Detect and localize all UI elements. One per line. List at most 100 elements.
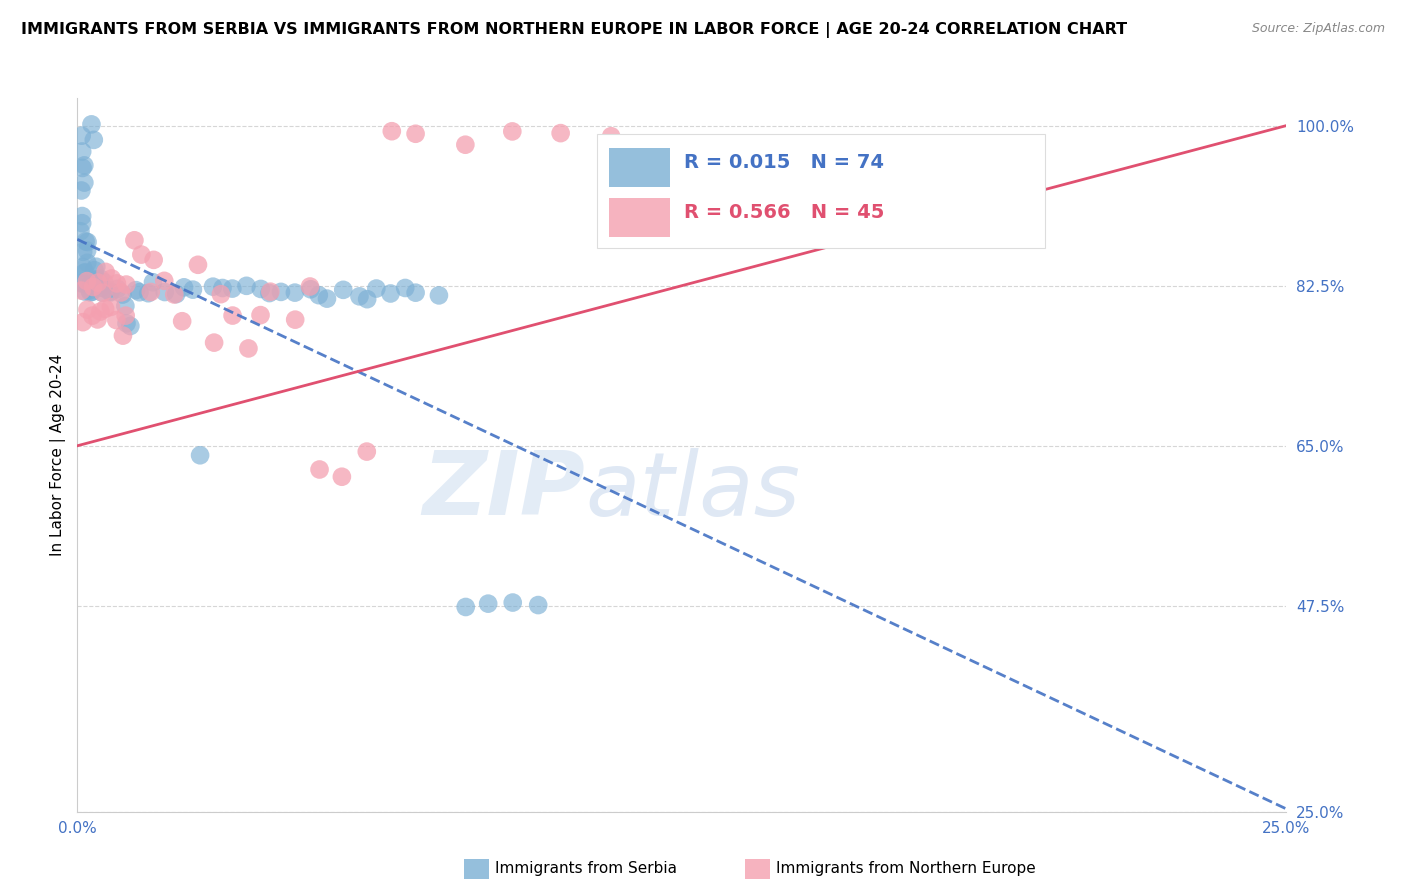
- Point: [76, 244, 98, 258]
- Point: [96, 283, 118, 297]
- Point: [332, 283, 354, 297]
- Point: [153, 285, 176, 299]
- Point: [73, 277, 96, 291]
- Point: [454, 599, 477, 614]
- Point: [105, 313, 128, 327]
- Point: [73, 158, 96, 172]
- Point: [69, 224, 91, 238]
- Point: [91, 285, 114, 300]
- Point: [124, 233, 146, 247]
- Point: [165, 287, 187, 301]
- Point: [79, 285, 101, 300]
- Point: [366, 281, 388, 295]
- Point: [72, 260, 94, 274]
- Point: [105, 277, 128, 291]
- Point: [70, 216, 93, 230]
- Point: [136, 286, 159, 301]
- Point: [427, 288, 450, 302]
- Point: [405, 285, 427, 300]
- Point: [73, 176, 96, 190]
- Point: [163, 287, 186, 301]
- Point: [70, 277, 93, 291]
- Point: [187, 258, 209, 272]
- Point: [87, 276, 110, 290]
- Point: [356, 292, 378, 306]
- Point: [80, 277, 103, 292]
- Point: [79, 284, 101, 298]
- Point: [76, 256, 98, 270]
- Bar: [609, 198, 669, 237]
- Bar: [609, 148, 669, 187]
- Point: [83, 133, 105, 147]
- Point: [111, 328, 134, 343]
- Point: [72, 244, 94, 259]
- Point: [202, 335, 225, 350]
- Point: [86, 272, 108, 286]
- Point: [75, 235, 97, 249]
- Point: [172, 314, 194, 328]
- Point: [235, 278, 257, 293]
- Text: ZIP: ZIP: [422, 447, 585, 534]
- Point: [284, 285, 307, 300]
- Point: [120, 318, 142, 333]
- Point: [238, 342, 260, 356]
- Point: [82, 309, 104, 323]
- Point: [139, 285, 162, 299]
- Point: [83, 263, 105, 277]
- Point: [110, 285, 132, 300]
- Point: [72, 161, 94, 175]
- Point: [114, 299, 136, 313]
- Point: [100, 285, 122, 300]
- Point: [550, 126, 572, 140]
- Point: [128, 285, 150, 300]
- Point: [209, 287, 232, 301]
- Point: [477, 597, 499, 611]
- Point: [356, 444, 378, 458]
- Point: [259, 286, 281, 301]
- Point: [527, 598, 550, 612]
- Point: [330, 469, 353, 483]
- Point: [70, 145, 93, 159]
- Text: IMMIGRANTS FROM SERBIA VS IMMIGRANTS FROM NORTHERN EUROPE IN LABOR FORCE | AGE 2: IMMIGRANTS FROM SERBIA VS IMMIGRANTS FRO…: [21, 22, 1128, 38]
- Point: [98, 285, 121, 299]
- Point: [394, 281, 416, 295]
- Point: [454, 137, 477, 152]
- Point: [100, 271, 122, 285]
- Point: [82, 280, 104, 294]
- Point: [75, 265, 97, 279]
- Point: [221, 309, 243, 323]
- Point: [89, 304, 111, 318]
- Text: Immigrants from Serbia: Immigrants from Serbia: [495, 862, 676, 876]
- Point: [94, 265, 117, 279]
- Point: [201, 279, 224, 293]
- Point: [89, 277, 111, 291]
- Point: [73, 266, 96, 280]
- Point: [90, 272, 112, 286]
- Point: [188, 448, 211, 462]
- Point: [316, 292, 339, 306]
- Point: [249, 308, 271, 322]
- Point: [270, 285, 292, 299]
- Point: [76, 235, 98, 249]
- Point: [153, 274, 176, 288]
- Point: [70, 128, 93, 143]
- Text: R = 0.566   N = 45: R = 0.566 N = 45: [685, 202, 884, 222]
- Point: [125, 283, 148, 297]
- Point: [115, 277, 138, 292]
- Point: [91, 285, 114, 300]
- Point: [349, 289, 371, 303]
- Point: [211, 281, 233, 295]
- Point: [298, 279, 321, 293]
- Point: [76, 274, 98, 288]
- Point: [299, 282, 322, 296]
- Point: [100, 300, 122, 314]
- Point: [284, 312, 307, 326]
- Point: [94, 301, 117, 316]
- Point: [70, 284, 93, 298]
- Point: [80, 117, 103, 131]
- Point: [405, 127, 427, 141]
- Point: [114, 309, 136, 323]
- Point: [502, 596, 524, 610]
- Point: [115, 316, 138, 330]
- Text: atlas: atlas: [585, 448, 800, 533]
